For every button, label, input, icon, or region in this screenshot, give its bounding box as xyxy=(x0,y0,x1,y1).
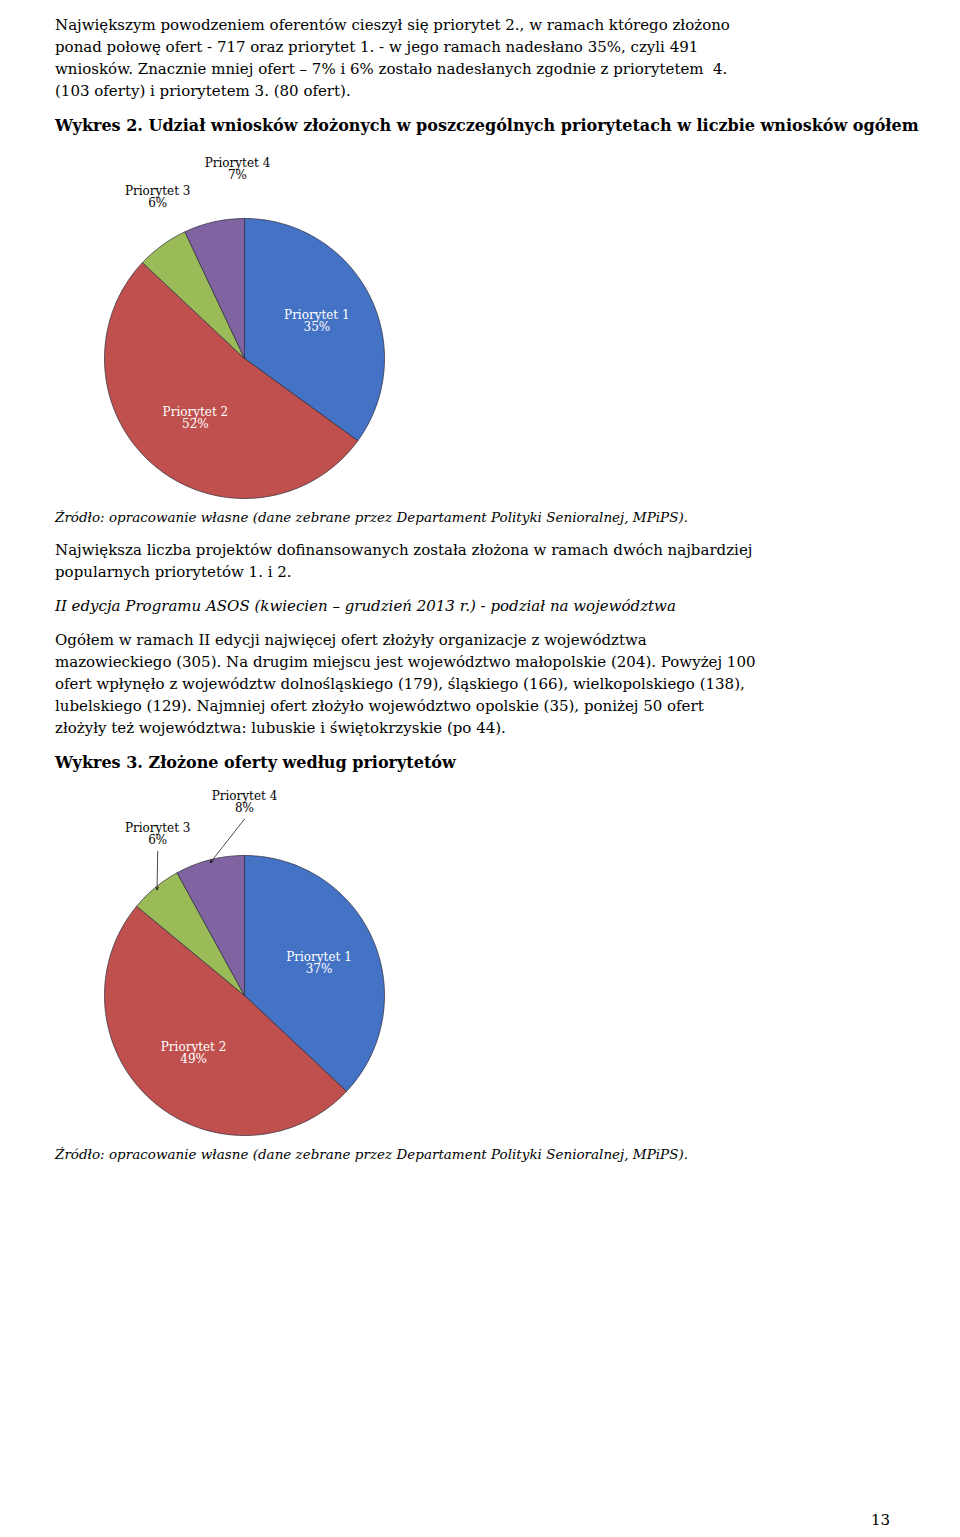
html-text:Ogółem w ramach II edycji najw: Ogółem w ramach II edycji najwięcej ofer… xyxy=(55,631,647,649)
svg-text:Priorytet 48%: Priorytet 48% xyxy=(212,789,278,815)
html-text:Źródło: opracowanie własne (da: Źródło: opracowanie własne (dane zebrane… xyxy=(55,509,688,525)
svg-text:Priorytet 252%: Priorytet 252% xyxy=(163,405,229,431)
svg-text:Priorytet 36%: Priorytet 36% xyxy=(125,184,191,210)
svg-text:Priorytet 137%: Priorytet 137% xyxy=(286,950,352,976)
html-text:wniosków. Znacznie mniej ofert: wniosków. Znacznie mniej ofert – 7% i 6%… xyxy=(55,60,728,78)
html-text:złożyły też województwa: lubus: złożyły też województwa: lubuskie i świę… xyxy=(55,719,506,737)
html-text:Największa liczba projektów do: Największa liczba projektów dofinansowan… xyxy=(55,541,753,559)
html-text:mazowieckiego (305). Na drugim: mazowieckiego (305). Na drugim miejscu j… xyxy=(55,653,756,671)
html-text:Źródło: opracowanie własne (da: Źródło: opracowanie własne (dane zebrane… xyxy=(55,1146,688,1162)
svg-text:Priorytet 135%: Priorytet 135% xyxy=(284,308,350,334)
html-text:ofert wpłynęło z województw do: ofert wpłynęło z województw dolnośląskie… xyxy=(55,675,745,693)
svg-text:Priorytet 249%: Priorytet 249% xyxy=(161,1040,227,1066)
html-text:13: 13 xyxy=(870,1511,890,1529)
html-text:II edycja Programu ASOS (kwiec: II edycja Programu ASOS (kwiecien – grud… xyxy=(55,597,676,615)
html-text:Wykres 2. Udział wniosków złoż: Wykres 2. Udział wniosków złożonych w po… xyxy=(55,116,919,135)
html-text:popularnych priorytetów 1. i 2: popularnych priorytetów 1. i 2. xyxy=(55,563,292,581)
svg-text:Priorytet 47%: Priorytet 47% xyxy=(205,156,271,182)
html-text:Wykres 3. Złożone oferty wedłu: Wykres 3. Złożone oferty według prioryte… xyxy=(55,753,456,772)
html-text:(103 oferty) i priorytetem 3.: (103 oferty) i priorytetem 3. (80 ofert)… xyxy=(55,82,351,100)
svg-text:Priorytet 36%: Priorytet 36% xyxy=(125,821,191,847)
html-text:ponad połowę ofert - 717 oraz: ponad połowę ofert - 717 oraz priorytet … xyxy=(55,38,699,56)
html-text:Największym powodzeniem oferen: Największym powodzeniem oferentów cieszy… xyxy=(55,16,730,34)
html-text:lubelskiego (129). Najmniej of: lubelskiego (129). Najmniej ofert złożył… xyxy=(55,697,704,715)
